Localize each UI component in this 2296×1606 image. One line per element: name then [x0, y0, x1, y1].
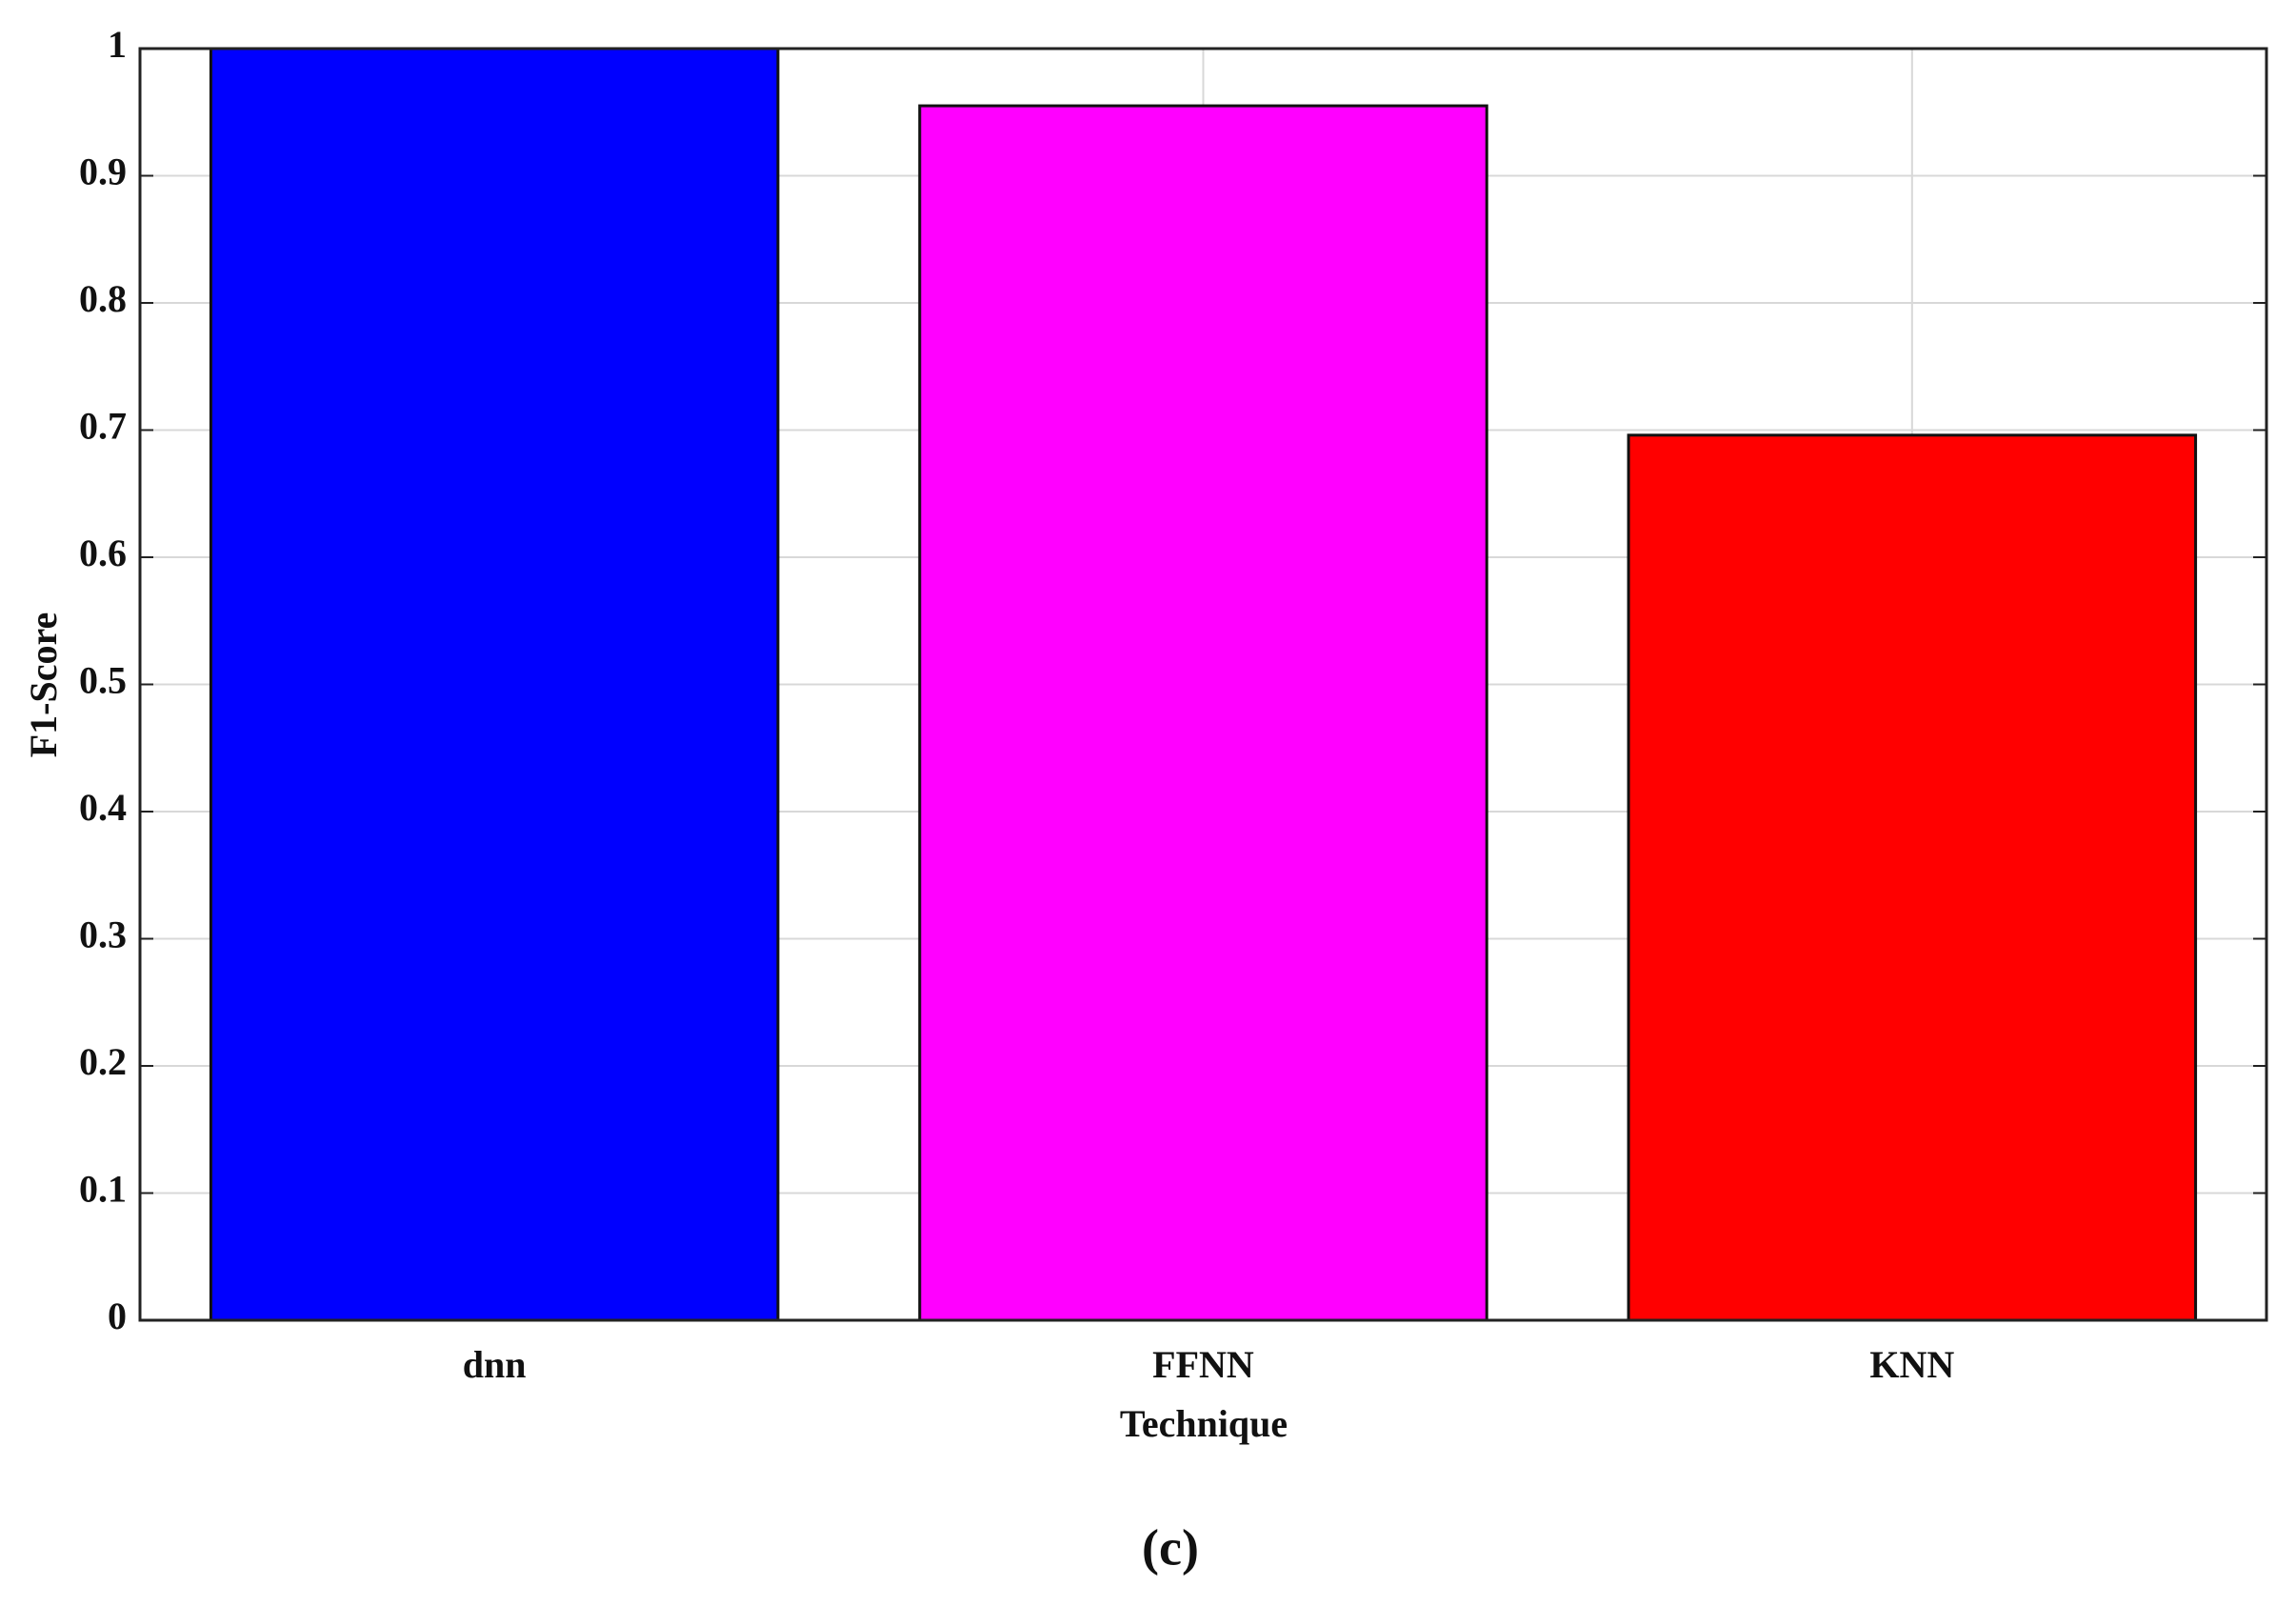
- x-tick-label: FFNN: [1152, 1343, 1254, 1386]
- x-axis-label: Technique: [1120, 1402, 1288, 1445]
- y-axis-label: F1-Score: [22, 612, 65, 758]
- plot-frame: [138, 47, 2268, 1322]
- y-tick-label: 0.7: [79, 405, 127, 448]
- y-tick-label: 0.8: [79, 277, 127, 320]
- y-tick-label: 0.5: [79, 659, 127, 702]
- y-tick-label: 0.4: [79, 786, 127, 829]
- caption: (c): [1142, 1518, 1199, 1576]
- bar: [918, 104, 1488, 1322]
- y-tick-label: 0.6: [79, 532, 127, 574]
- y-tick-label: 0.3: [79, 913, 127, 956]
- y-tick-label: 0: [108, 1295, 127, 1337]
- y-tick-label: 0.9: [79, 151, 127, 193]
- bar: [1627, 433, 2198, 1322]
- x-tick-label: KNN: [1869, 1343, 1954, 1386]
- y-tick-label: 0.1: [79, 1168, 127, 1211]
- bar: [209, 47, 780, 1322]
- x-tick-label: dnn: [463, 1343, 527, 1386]
- y-tick-label: 0.2: [79, 1040, 127, 1083]
- y-tick-label: 1: [108, 23, 127, 66]
